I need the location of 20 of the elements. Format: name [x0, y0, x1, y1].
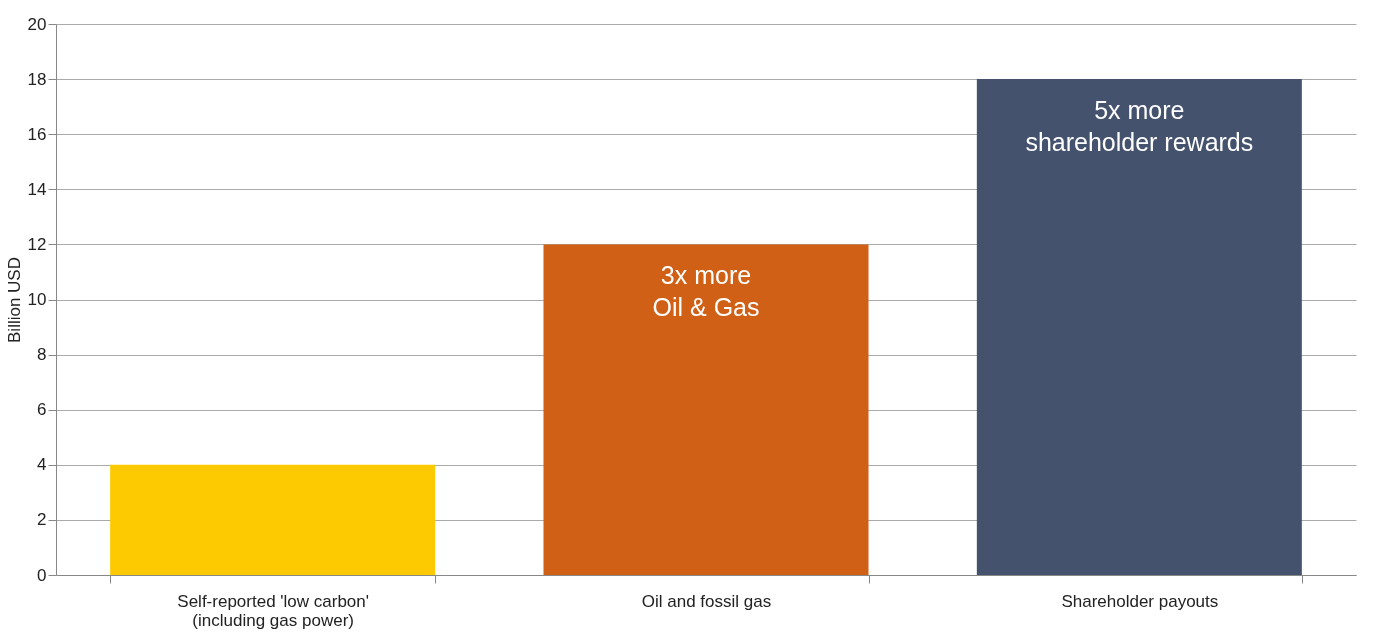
x-tick-label: Oil and fossil gas [641, 591, 772, 611]
annotation: 5x more shareholder rewards [1025, 96, 1254, 157]
y-tick-label: 16 [27, 124, 47, 144]
y-tick-label: 6 [37, 400, 47, 420]
annotation: 3x more Oil & Gas [652, 261, 760, 322]
bar [976, 79, 1302, 575]
y-tick-label: 8 [37, 345, 47, 365]
bar [110, 464, 436, 575]
y-tick-label: 12 [27, 234, 47, 254]
x-tick-label: Shareholder payouts [1061, 591, 1219, 611]
y-tick-label: 14 [27, 179, 47, 199]
y-tick-label: 10 [27, 290, 47, 309]
y-tick-label: 2 [37, 510, 47, 530]
y-tick-label: 18 [27, 69, 47, 89]
bar [543, 244, 869, 575]
y-tick-label: 4 [37, 455, 47, 475]
y-axis-title: Billion USD [4, 257, 24, 343]
x-tick-label: Self-reported 'low carbon' (including gas power) [177, 591, 370, 630]
y-tick-label: 20 [27, 14, 47, 34]
y-tick-label: 0 [37, 565, 47, 585]
